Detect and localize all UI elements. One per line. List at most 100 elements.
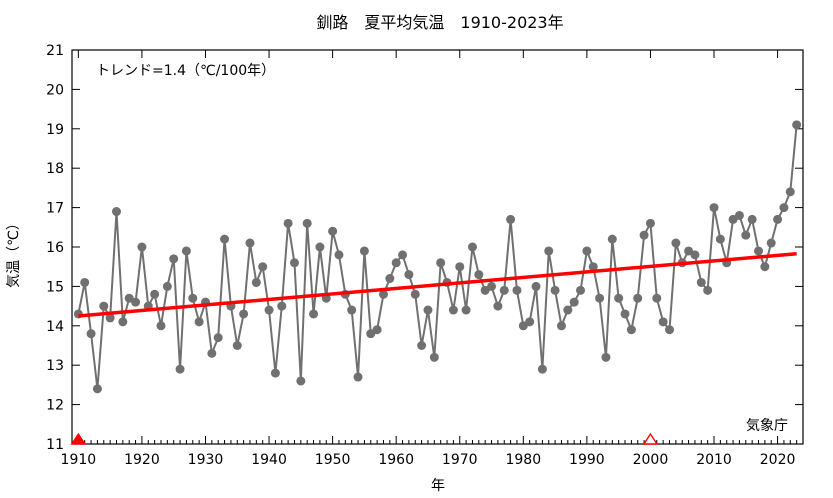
data-point bbox=[690, 250, 700, 260]
data-point bbox=[569, 297, 579, 307]
data-point bbox=[156, 321, 166, 331]
data-point bbox=[429, 352, 439, 362]
data-point bbox=[665, 325, 675, 335]
data-point bbox=[302, 218, 312, 228]
data-point bbox=[614, 293, 624, 303]
y-tick-label: 21 bbox=[46, 43, 64, 59]
x-tick-label: 1920 bbox=[124, 452, 160, 468]
data-point bbox=[506, 214, 516, 224]
data-point bbox=[645, 218, 655, 228]
data-point bbox=[626, 325, 636, 335]
y-axis-label: 気温（℃） bbox=[6, 216, 22, 288]
data-point bbox=[175, 364, 185, 374]
series-layer bbox=[73, 120, 802, 394]
series-line bbox=[77, 124, 798, 389]
data-point bbox=[747, 214, 757, 224]
data-point bbox=[512, 285, 522, 295]
data-point bbox=[296, 376, 306, 386]
data-point bbox=[372, 325, 382, 335]
data-point bbox=[779, 203, 789, 213]
x-axis: 1910 1920 1930 1940 1950 1960 1970 1980 1990 2000… bbox=[61, 50, 804, 468]
data-point bbox=[467, 242, 477, 252]
trend-line bbox=[78, 251, 797, 318]
data-point bbox=[639, 230, 649, 240]
data-point bbox=[359, 246, 369, 256]
data-point bbox=[309, 309, 319, 319]
data-point bbox=[334, 250, 344, 260]
y-tick-label: 19 bbox=[46, 122, 64, 138]
data-point bbox=[703, 285, 713, 295]
data-point bbox=[86, 329, 96, 339]
data-point bbox=[455, 262, 465, 272]
data-point bbox=[232, 341, 242, 350]
data-point bbox=[118, 317, 128, 327]
data-point bbox=[531, 281, 541, 291]
data-point bbox=[754, 246, 764, 256]
data-point bbox=[289, 258, 299, 268]
data-point bbox=[264, 305, 274, 315]
data-point bbox=[607, 234, 617, 244]
data-point bbox=[709, 203, 719, 213]
data-point bbox=[99, 301, 109, 311]
plot-frame bbox=[71, 49, 804, 445]
y-tick-label: 15 bbox=[46, 279, 64, 295]
data-point bbox=[105, 313, 115, 323]
data-point bbox=[785, 187, 795, 197]
data-point bbox=[461, 305, 471, 315]
station-change-markers bbox=[70, 432, 659, 445]
x-tick-label: 2000 bbox=[633, 452, 669, 468]
data-point bbox=[391, 258, 401, 268]
data-point bbox=[245, 238, 255, 248]
data-point bbox=[315, 242, 325, 252]
data-point bbox=[283, 218, 293, 228]
data-point bbox=[328, 226, 338, 236]
data-point bbox=[417, 341, 427, 350]
data-point bbox=[150, 289, 160, 299]
data-point bbox=[258, 262, 268, 272]
y-tick-label: 16 bbox=[46, 240, 64, 256]
data-point bbox=[277, 301, 287, 311]
data-point bbox=[671, 238, 681, 248]
chart-title: 釧路 夏平均気温 1910-2023年 bbox=[316, 13, 563, 32]
data-point bbox=[270, 368, 280, 378]
data-point bbox=[213, 333, 223, 343]
data-point bbox=[181, 246, 191, 256]
data-point bbox=[493, 301, 503, 311]
data-point bbox=[544, 246, 554, 256]
data-point bbox=[773, 214, 783, 224]
data-point bbox=[760, 262, 770, 272]
data-point bbox=[525, 317, 535, 327]
y-tick-label: 14 bbox=[46, 319, 64, 335]
y-axis: 11 12 13 14 15 16 17 18 19 20 21 bbox=[46, 43, 803, 453]
data-point bbox=[550, 285, 560, 295]
data-point bbox=[792, 120, 802, 130]
data-point bbox=[556, 321, 566, 331]
data-point bbox=[766, 238, 776, 248]
x-tick-label: 1950 bbox=[315, 452, 351, 468]
x-tick-label: 1910 bbox=[61, 452, 97, 468]
data-point bbox=[92, 384, 102, 394]
data-point bbox=[595, 293, 605, 303]
data-point bbox=[398, 250, 408, 260]
data-point bbox=[633, 293, 643, 303]
data-point bbox=[734, 210, 744, 220]
data-point bbox=[111, 207, 121, 217]
y-tick-label: 17 bbox=[46, 201, 64, 217]
data-point bbox=[410, 289, 420, 299]
data-point bbox=[448, 305, 458, 315]
x-tick-label: 2020 bbox=[760, 452, 796, 468]
y-tick-label: 11 bbox=[46, 437, 64, 453]
y-tick-label: 13 bbox=[46, 358, 64, 374]
data-point bbox=[137, 242, 147, 252]
data-point bbox=[582, 246, 592, 256]
data-point bbox=[347, 305, 357, 315]
data-point bbox=[601, 352, 611, 362]
y-tick-label: 12 bbox=[46, 398, 64, 414]
y-tick-label: 18 bbox=[46, 161, 64, 177]
data-point bbox=[658, 317, 668, 327]
x-axis-label: 年 bbox=[431, 478, 445, 494]
data-point bbox=[194, 317, 204, 327]
y-tick-label: 20 bbox=[46, 82, 64, 98]
